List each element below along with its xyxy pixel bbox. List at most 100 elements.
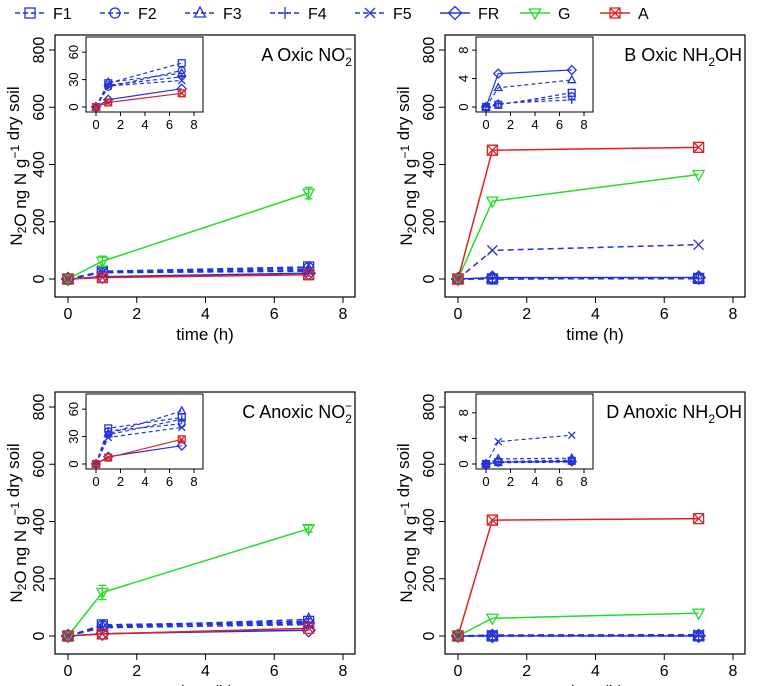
inset-y-tick-label: 0: [66, 460, 81, 467]
x-tick-label: 6: [660, 663, 669, 680]
inset-data-point-a: [104, 98, 113, 107]
inset-x-tick-label: 8: [190, 117, 197, 132]
x-tick-label: 0: [454, 306, 463, 323]
x-tick-label: 8: [339, 306, 348, 323]
y-axis-label: N2O ng N g−1 dry soil: [4, 443, 30, 602]
inset-series-line-fr: [485, 69, 572, 108]
inset-x-tick-label: 2: [117, 474, 124, 489]
x-axis-label: time (h): [566, 325, 624, 344]
inset-data-point-a: [177, 89, 186, 98]
inset-data-point-f5: [104, 82, 113, 90]
x-tick-label: 4: [201, 306, 210, 323]
y-tick-label: 200: [421, 565, 438, 592]
inset-data-point-fr: [492, 456, 504, 468]
y-tick-label: 600: [31, 451, 48, 478]
inset-y-tick-label: 4: [456, 75, 471, 82]
legend-marker: [193, 5, 207, 18]
data-point-g: [61, 274, 75, 287]
inset-x-tick-label: 2: [507, 117, 514, 132]
x-axis-label: time (h): [566, 682, 624, 686]
inset-data-point-f4: [567, 95, 576, 104]
inset-x-tick-label: 6: [556, 474, 563, 489]
data-point-a: [302, 269, 315, 281]
x-tick-label: 4: [201, 663, 210, 680]
inset-x-tick-label: 2: [507, 474, 514, 489]
legend: F1 F2 F3 F4 F5 FR G A: [15, 5, 649, 23]
x-tick-label: 8: [339, 663, 348, 680]
y-tick-label: 400: [31, 508, 48, 535]
inset-x-tick-label: 8: [190, 474, 197, 489]
panel-title: C Anoxic NO2−: [242, 399, 352, 426]
data-point-g: [451, 274, 465, 287]
data-point-a: [62, 630, 74, 642]
inset-data-point-fr: [176, 440, 188, 452]
data-point-f5: [693, 239, 705, 251]
legend-label: G: [558, 6, 570, 23]
inset-y-tick-label: 30: [66, 429, 81, 443]
data-point-fr: [484, 270, 500, 286]
data-point-f4: [692, 272, 705, 285]
data-point-a: [486, 144, 499, 156]
inset-data-point-f5: [177, 76, 186, 85]
inset-data-point-f4: [494, 458, 503, 467]
legend-item-fr: FR: [440, 5, 499, 23]
data-point-fr: [691, 270, 707, 285]
series-line-g: [457, 173, 699, 280]
legend-label: F1: [53, 6, 72, 23]
inset-data-point-a: [91, 459, 101, 469]
inset-data-point-f5: [104, 433, 113, 442]
inset-x-tick-label: 6: [166, 474, 173, 489]
data-point-fr: [301, 622, 317, 638]
data-point-f5: [693, 629, 705, 641]
panel-title: B Oxic NH2OH: [624, 45, 742, 69]
legend-item-f2: F2: [100, 6, 157, 23]
x-tick-label: 0: [64, 306, 73, 323]
inset-x-tick-label: 0: [482, 117, 489, 132]
legend-label: F3: [223, 6, 242, 23]
legend-item-f1: F1: [15, 6, 72, 23]
data-point-f5: [486, 244, 498, 256]
y-tick-label: 400: [421, 508, 438, 535]
panel-title: D Anoxic NH2OH: [606, 402, 742, 426]
y-tick-label: 0: [421, 274, 438, 283]
legend-marker: [279, 7, 291, 19]
data-point-a: [62, 273, 74, 285]
data-point-a: [96, 271, 109, 284]
inset-data-point-fr: [102, 94, 114, 106]
x-tick-label: 6: [270, 663, 279, 680]
legend-label: A: [638, 6, 649, 23]
inset-x-tick-label: 0: [92, 474, 99, 489]
inset-x-tick-label: 8: [580, 474, 587, 489]
x-tick-label: 2: [132, 306, 141, 323]
data-point-fr: [691, 628, 707, 644]
inset-frame: [475, 36, 594, 113]
inset-data-point-f3: [566, 74, 577, 84]
inset-data-point-f4: [494, 99, 503, 108]
inset-x-tick-label: 4: [531, 117, 538, 132]
inset-series-line-f3: [485, 79, 572, 108]
inset-y-tick-label: 8: [456, 46, 471, 53]
y-tick-label: 400: [421, 151, 438, 178]
data-point-g: [61, 631, 75, 644]
inset-x-tick-label: 0: [482, 474, 489, 489]
y-axis-label: N2O ng N g−1 dry soil: [394, 86, 420, 245]
y-tick-label: 800: [421, 37, 438, 64]
x-tick-label: 0: [64, 663, 73, 680]
y-tick-label: 0: [31, 274, 48, 283]
y-tick-label: 400: [31, 151, 48, 178]
series-line-a: [457, 146, 699, 280]
y-tick-label: 800: [31, 37, 48, 64]
inset-y-tick-label: 60: [66, 402, 81, 416]
data-point-f4: [486, 629, 499, 642]
legend-item-f3: F3: [185, 5, 242, 23]
panel-title: A Oxic NO2−: [261, 42, 352, 69]
y-tick-label: 200: [31, 565, 48, 592]
x-tick-label: 2: [522, 663, 531, 680]
inset-data-point-a: [91, 102, 101, 112]
inset-data-point-f3: [176, 405, 187, 415]
data-point-a: [96, 628, 109, 640]
inset-series-line-f1: [95, 416, 182, 465]
